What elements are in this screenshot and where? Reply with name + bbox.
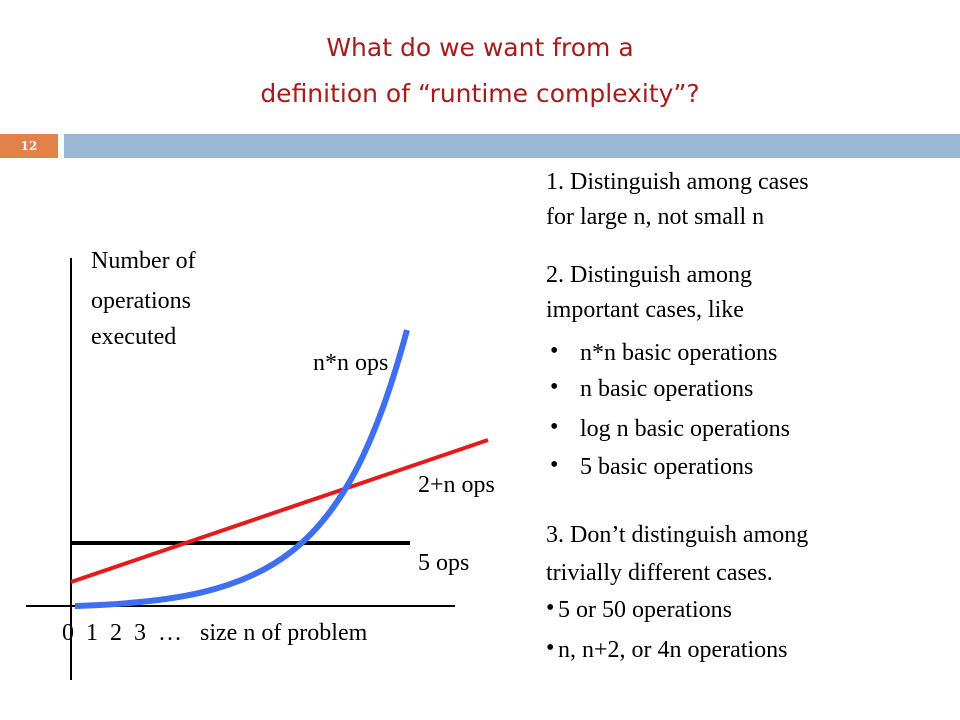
slide-number: 12 [0,134,58,158]
y-label-line-2: operations [91,288,191,314]
curve-label-quadratic: n*n ops [313,350,389,376]
bullet-dot: • [546,595,555,621]
x-axis-label: 0 1 2 3 … size n of problem [62,620,368,646]
bullet-dot: • [550,374,559,400]
point-2-bullet-3: log n basic operations [580,416,790,442]
bullet-dot: • [550,452,559,478]
title-line-2: definition of “runtime complexity”? [260,79,700,108]
point-2-bullet-4: 5 basic operations [580,454,754,480]
curve-label-linear: 2+n ops [418,472,495,498]
point-1-line-2: for large n, not small n [546,204,765,230]
point-2-line-2: important cases, like [546,297,744,323]
bullet-dot: • [550,338,559,364]
curve-label-constant: 5 ops [418,550,470,576]
point-2-bullet-1: n*n basic operations [580,340,778,366]
y-label-line-3: executed [91,324,177,350]
point-2-bullet-2: n basic operations [580,376,754,402]
point-3-bullet-1: 5 or 50 operations [558,597,732,623]
header-rule [64,134,960,158]
linear-line [70,438,489,584]
bullet-dot: • [546,635,555,661]
point-3-line-2: trivially different cases. [546,560,773,586]
point-1-line-1: 1. Distinguish among cases [546,169,809,195]
point-2-line-1: 2. Distinguish among [546,262,753,288]
quadratic-curve [74,329,410,609]
title-line-1: What do we want from a [326,33,634,62]
point-3-bullet-2: n, n+2, or 4n operations [558,637,788,663]
bullet-dot: • [550,414,559,440]
point-3-line-1: 3. Don’t distinguish among [546,522,809,548]
y-label-line-1: Number of [91,248,196,274]
